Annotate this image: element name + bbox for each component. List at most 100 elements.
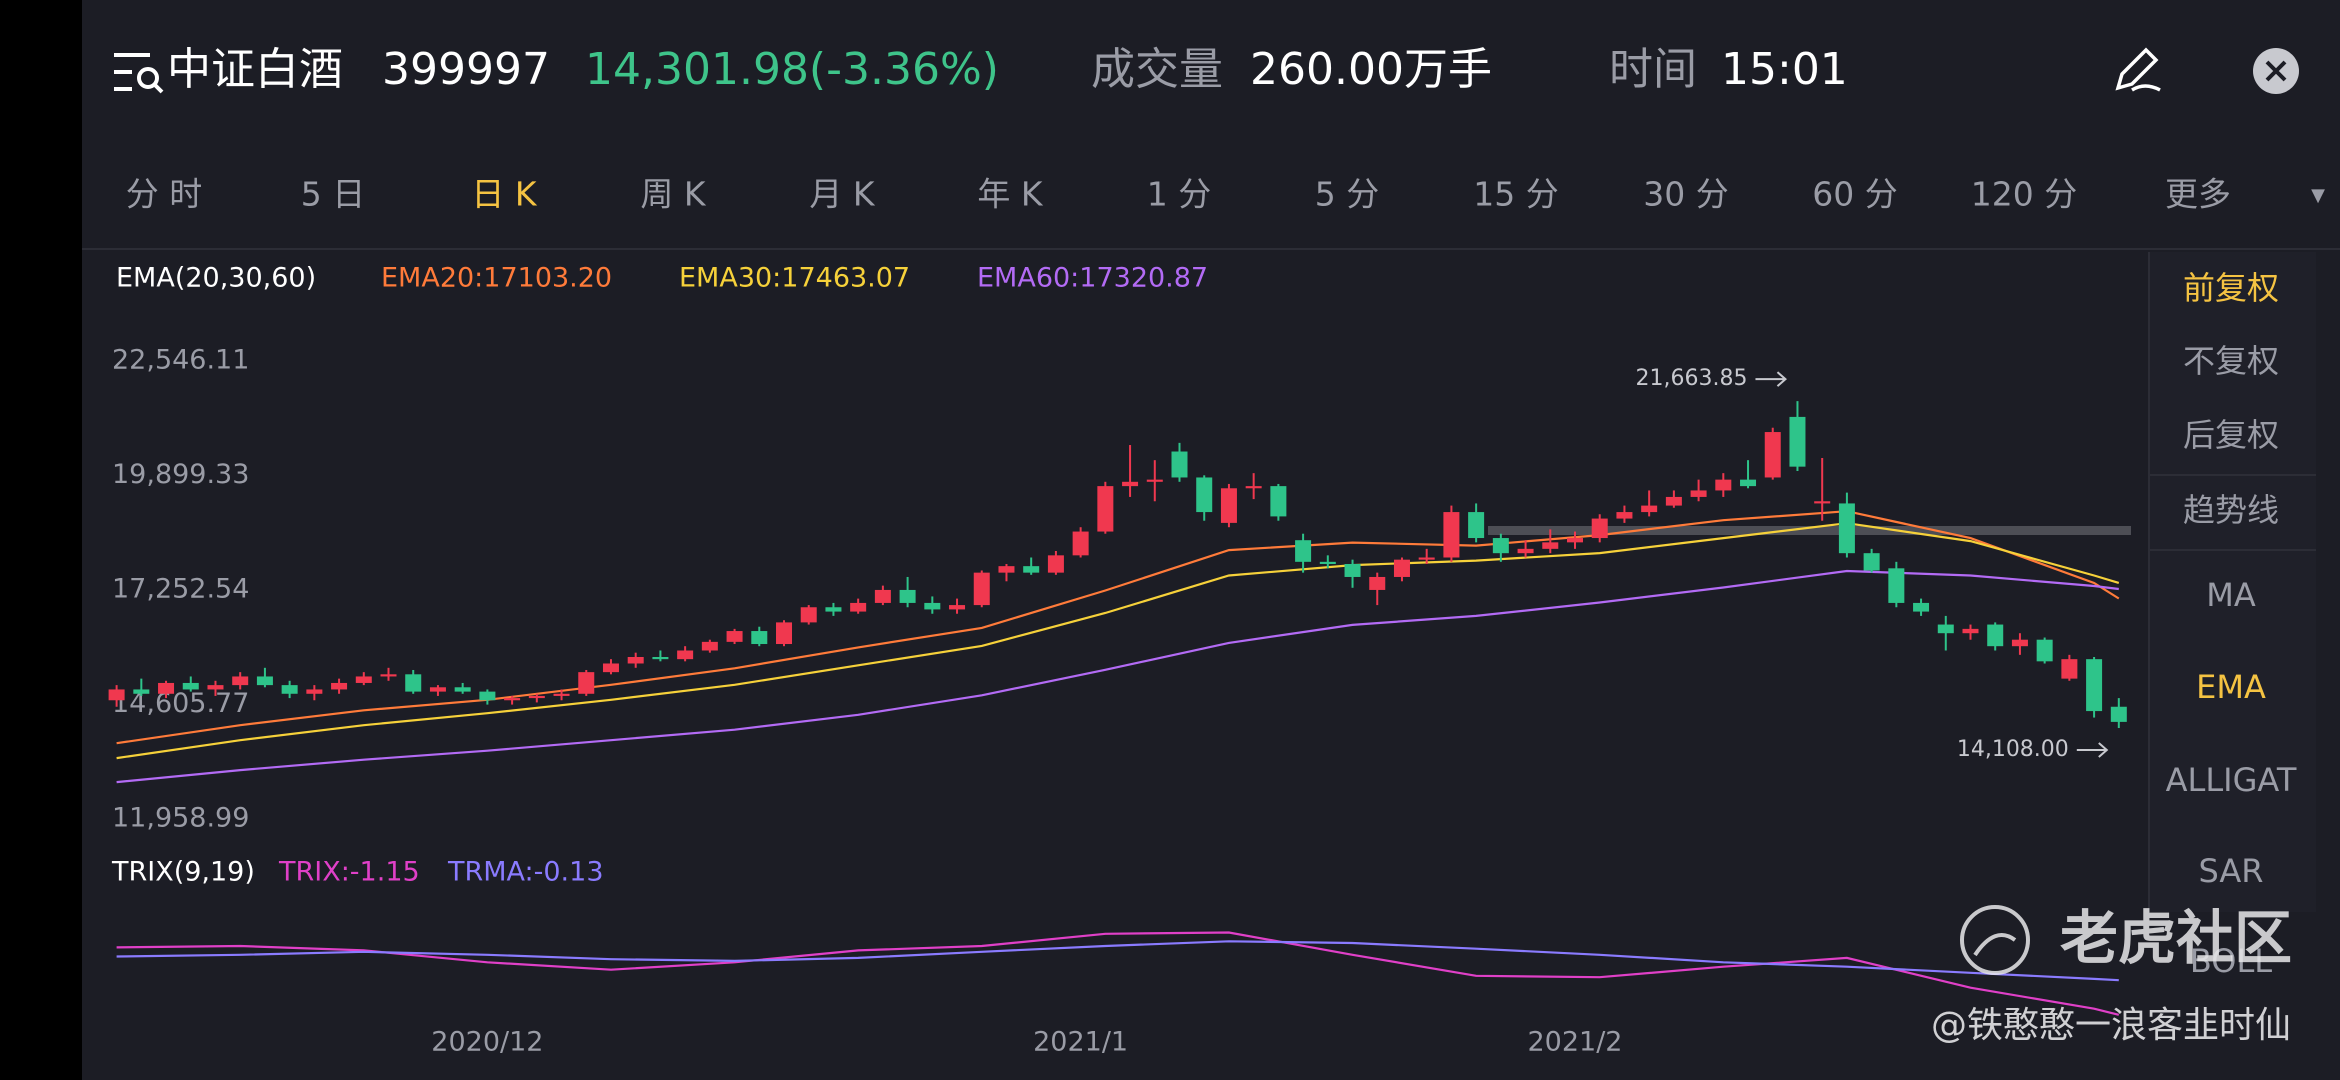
indicator-line [116, 931, 2120, 1016]
close-button[interactable] [2253, 48, 2299, 94]
time-label: 时间 [1609, 44, 1697, 95]
candle-body [504, 698, 521, 701]
candle-body [1047, 555, 1064, 573]
y-tick-label: 17,252.54 [112, 574, 249, 605]
candle-body [133, 689, 150, 694]
candle-body [1690, 490, 1707, 497]
y-tick-label: 19,899.33 [112, 459, 249, 490]
side-option[interactable]: 前复权 [2183, 269, 2279, 307]
legend-entry: EMA60:17320.87 [977, 263, 1208, 294]
candle-body [1542, 542, 1559, 549]
candle-body [2061, 659, 2078, 679]
tab-bar: 分 时 5 日 日 K 周 K 月 K 年 K 1 分 5 分 15 分 30 分 60 分 120 … [126, 175, 2231, 214]
candle-body [1492, 538, 1509, 554]
candle-body [232, 676, 249, 686]
candle-body [2011, 639, 2028, 647]
tab[interactable]: 5 日 [301, 175, 366, 214]
dropdown-arrow[interactable]: ▼ [2311, 185, 2325, 206]
tab[interactable]: 5 分 [1315, 175, 1380, 214]
price: 14,301.98(-3.36%) [585, 44, 999, 95]
x-tick-label: 2020/12 [431, 1027, 543, 1058]
candle-body [256, 676, 273, 686]
indicator-line [116, 940, 2119, 982]
candle-body [1888, 568, 1905, 603]
candle-body [182, 682, 199, 690]
candle-body [479, 691, 496, 701]
candle-body [1295, 540, 1312, 562]
candle-body [405, 674, 422, 692]
candle-body [1023, 566, 1040, 573]
candle-body [1517, 548, 1534, 554]
side-option[interactable]: EMA [2196, 668, 2266, 706]
menu-icon[interactable] [114, 53, 164, 94]
min-label: 14,108.00 [1957, 737, 2069, 762]
candle-body [429, 687, 446, 692]
side-option[interactable]: 趋势线 [2183, 491, 2279, 529]
watermark-user: @铁憨憨一浪客韭时仙 [1931, 1005, 2291, 1046]
x-tick-label: 2021/1 [1033, 1027, 1128, 1058]
time: 15:01 [1721, 44, 1848, 95]
tab[interactable]: 分 时 [126, 175, 203, 214]
candle-body [553, 693, 570, 696]
indicator-line [116, 569, 2119, 784]
tab[interactable]: 年 K [977, 175, 1043, 214]
candle-body [1715, 479, 1732, 491]
candle-body [874, 589, 891, 603]
candle-body [602, 663, 619, 673]
candle-body [355, 676, 372, 683]
side-option[interactable]: 后复权 [2183, 416, 2279, 454]
max-arrow [1755, 371, 1787, 387]
tab[interactable]: 周 K [640, 175, 706, 214]
y-tick-label: 14,605.77 [112, 688, 249, 719]
side-option[interactable]: 不复权 [2183, 342, 2279, 380]
index-name: 中证白酒 [167, 44, 343, 95]
candle-body [306, 689, 323, 694]
candle-body [776, 622, 793, 645]
candle-body [1913, 602, 1930, 612]
candle-body [949, 605, 966, 610]
side-option[interactable]: BOLL [2190, 942, 2272, 980]
trend-line[interactable] [1488, 526, 2131, 535]
candle-body [973, 572, 990, 606]
candle-body [454, 687, 471, 692]
side-option[interactable]: MA [2206, 576, 2256, 614]
side-option[interactable]: SAR [2198, 852, 2263, 890]
tab[interactable]: 日 K [471, 175, 537, 214]
candle-body [2110, 706, 2127, 722]
watermark-brand: 老虎社区 [2060, 904, 2292, 972]
candle-body [281, 685, 298, 694]
candle-body [1789, 416, 1806, 467]
candle-body [1220, 488, 1237, 523]
candle-body [899, 589, 916, 603]
side-option[interactable]: ALLIGAT [2166, 761, 2297, 799]
indicator-label: EMA(20,30,60) [116, 263, 316, 294]
candle-body [1937, 624, 1954, 634]
candle-body [578, 672, 595, 694]
candle-body [1418, 557, 1435, 560]
candle-body [1987, 624, 2004, 647]
tab[interactable]: 1 分 [1147, 175, 1212, 214]
tab[interactable]: 月 K [809, 175, 875, 214]
candle-body [528, 695, 545, 699]
candle-body [726, 631, 743, 642]
candle-body [751, 631, 768, 645]
tab[interactable]: 更多 [2165, 175, 2231, 214]
plot: 22,546.11 19,899.33 17,252.54 14,605.77 11,9… [108, 263, 2127, 1058]
x-tick-label: 2021/2 [1528, 1027, 1623, 1058]
edit-icon[interactable] [2115, 47, 2161, 92]
tab[interactable]: 30 分 [1643, 175, 1728, 214]
candle-body [652, 657, 669, 660]
volume: 260.00万手 [1250, 44, 1492, 95]
left-strip [0, 0, 82, 1080]
candle-body [677, 650, 694, 660]
tab[interactable]: 120 分 [1971, 175, 2077, 214]
tab[interactable]: 60 分 [1812, 175, 1897, 214]
candle-body [380, 674, 397, 677]
candle-body [1838, 503, 1855, 554]
candle-body [1591, 518, 1608, 539]
tab[interactable]: 15 分 [1473, 175, 1558, 214]
candle-body [1814, 501, 1831, 504]
legend-entry: TRMA:-0.13 [447, 857, 604, 888]
